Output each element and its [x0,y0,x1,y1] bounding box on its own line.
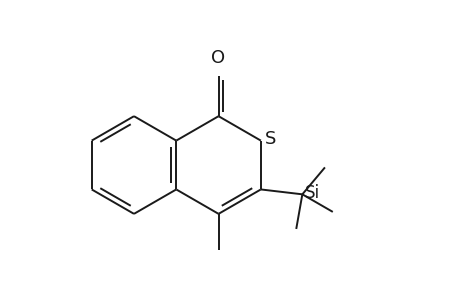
Text: S: S [264,130,275,148]
Text: O: O [211,50,225,68]
Text: Si: Si [305,184,320,202]
